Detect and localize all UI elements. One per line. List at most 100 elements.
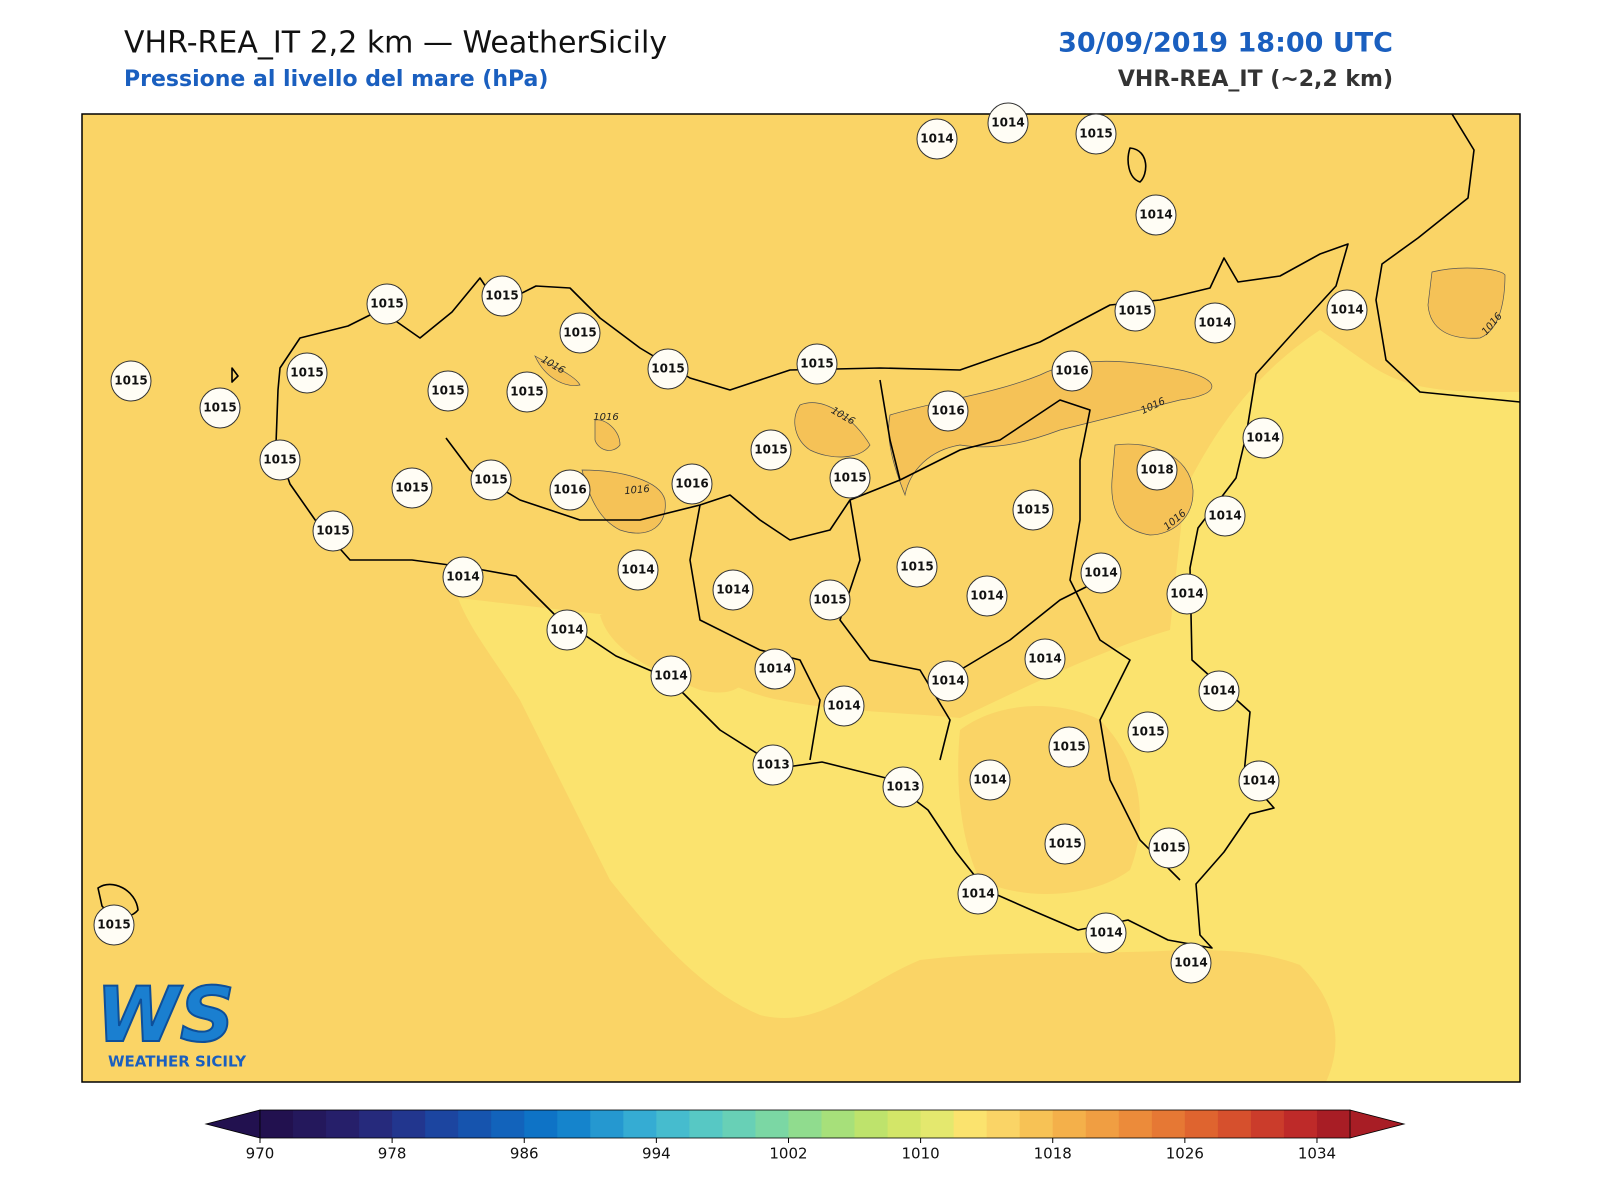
station-marker xyxy=(1051,350,1093,392)
station-marker xyxy=(1242,417,1284,459)
colorbar-tick-label: 1002 xyxy=(769,1145,807,1163)
colorbar-frame xyxy=(259,1109,1351,1139)
colorbar-bin xyxy=(1052,1110,1087,1138)
station-marker xyxy=(1204,495,1246,537)
colorbar: 970 978 986 994 1002 1010 1018 1026 1034 xyxy=(204,1109,1406,1163)
calabria-coastline xyxy=(1375,114,1520,403)
station-pressure: 1015 xyxy=(651,362,684,376)
station-marker xyxy=(1194,302,1236,344)
station-pressure: 1014 xyxy=(758,662,791,676)
station-pressure: 1014 xyxy=(920,132,953,146)
stations: 1014 1014 1015 1014 1015 1015 1015 1015 1015 1015… xyxy=(93,102,1368,984)
colorbar-tick-label: 1010 xyxy=(902,1145,940,1163)
station-marker xyxy=(442,556,484,598)
low-pressure-area xyxy=(458,330,1520,1082)
colorbar-bin xyxy=(755,1110,789,1138)
station-pressure: 1015 xyxy=(114,374,147,388)
contour-area xyxy=(534,355,581,386)
station-pressure: 1014 xyxy=(654,669,687,683)
colorbar-bin xyxy=(1019,1110,1054,1138)
colorbar-bin xyxy=(359,1110,393,1138)
contour-area xyxy=(888,360,1213,497)
colorbar-bin xyxy=(458,1110,492,1138)
colorbar-bin xyxy=(1151,1110,1186,1138)
station-marker xyxy=(366,283,408,325)
station-pressure: 1014 xyxy=(1084,566,1117,580)
station-pressure: 1015 xyxy=(431,384,464,398)
station-marker xyxy=(427,370,469,412)
colorbar-bin xyxy=(887,1110,922,1138)
colorbar-tick-label: 978 xyxy=(378,1145,407,1163)
station-marker xyxy=(391,467,433,509)
colorbar-bin xyxy=(986,1110,1021,1138)
colorbar-bin xyxy=(1283,1110,1318,1138)
datetime: 30/09/2019 18:00 UTC xyxy=(1058,28,1393,59)
station-marker xyxy=(987,102,1029,144)
colorbar-tick-label: 994 xyxy=(642,1145,671,1163)
station-marker xyxy=(93,904,135,946)
station-marker xyxy=(750,429,792,471)
colorbar-bin xyxy=(491,1110,525,1138)
station-pressure: 1014 xyxy=(716,583,749,597)
station-pressure: 1016 xyxy=(931,404,964,418)
station-pressure: 1013 xyxy=(886,780,919,794)
station-marker xyxy=(1024,638,1066,680)
station-marker xyxy=(712,569,754,611)
station-pressure: 1015 xyxy=(97,918,130,932)
station-pressure: 1015 xyxy=(1048,837,1081,851)
station-marker xyxy=(1012,489,1054,531)
station-pressure: 1015 xyxy=(316,524,349,538)
colorbar-bin xyxy=(623,1110,657,1138)
colorbar-tick-label: 1018 xyxy=(1034,1145,1072,1163)
station-marker xyxy=(1166,573,1208,615)
colorbar-extend-high xyxy=(1349,1109,1406,1139)
contour-area xyxy=(794,402,871,458)
station-pressure: 1015 xyxy=(290,366,323,380)
station-marker xyxy=(957,873,999,915)
map-frame xyxy=(81,113,1521,1083)
station-pressure: 1015 xyxy=(1118,304,1151,318)
subtitle: Pressione al livello del mare (hPa) xyxy=(124,67,548,92)
station-pressure: 1014 xyxy=(1174,956,1207,970)
station-pressure: 1014 xyxy=(1089,926,1122,940)
colorbar-bin xyxy=(326,1110,360,1138)
title: VHR-REA_IT 2,2 km — WeatherSicily xyxy=(124,26,667,61)
station-pressure: 1014 xyxy=(1028,652,1061,666)
colorbar-bin xyxy=(1316,1110,1351,1138)
colorbar-tick-label: 1026 xyxy=(1166,1145,1204,1163)
station-pressure: 1014 xyxy=(961,887,994,901)
colorbar-bin xyxy=(524,1110,558,1138)
station-marker xyxy=(927,660,969,702)
colorbar-tick-label: 970 xyxy=(246,1145,275,1163)
station-pressure: 1016 xyxy=(675,477,708,491)
colorbar-bin xyxy=(1250,1110,1285,1138)
land-area xyxy=(600,608,1140,894)
station-pressure: 1014 xyxy=(1246,431,1279,445)
station-marker xyxy=(1148,827,1190,869)
station-pressure: 1015 xyxy=(263,453,296,467)
station-marker xyxy=(559,312,601,354)
station-marker xyxy=(1170,942,1212,984)
colorbar-bin xyxy=(1184,1110,1219,1138)
colorbar-bin xyxy=(392,1110,426,1138)
station-marker xyxy=(809,579,851,621)
station-marker xyxy=(969,759,1011,801)
colorbar-bin xyxy=(722,1110,756,1138)
station-marker xyxy=(617,549,659,591)
station-marker xyxy=(1135,194,1177,236)
colorbar-bin xyxy=(590,1110,624,1138)
station-pressure: 1015 xyxy=(510,385,543,399)
station-marker xyxy=(754,648,796,690)
station-pressure: 1015 xyxy=(1052,740,1085,754)
station-pressure: 1015 xyxy=(474,473,507,487)
colorbar-bin xyxy=(425,1110,459,1138)
station-marker xyxy=(823,685,865,727)
contour-label: 1016 xyxy=(593,412,618,423)
station-pressure: 1015 xyxy=(800,357,833,371)
station-marker xyxy=(470,459,512,501)
contour-area xyxy=(581,469,666,534)
station-pressure: 1015 xyxy=(370,297,403,311)
station-marker xyxy=(650,655,692,697)
colorbar-bin xyxy=(260,1110,294,1138)
